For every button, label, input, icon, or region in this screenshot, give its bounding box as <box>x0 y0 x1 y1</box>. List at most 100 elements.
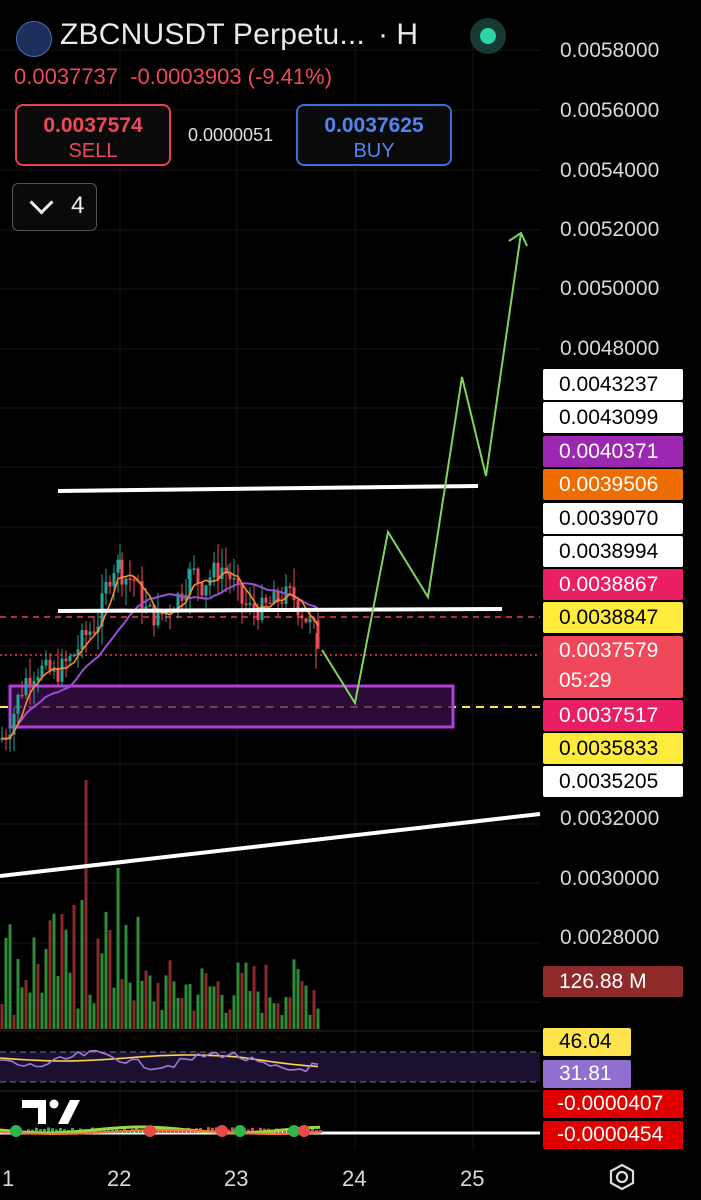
candle-body <box>16 694 20 714</box>
macd-bar <box>163 1129 166 1133</box>
candle-body <box>140 580 144 610</box>
price-label: 0.0038867 <box>543 569 683 600</box>
sell-button[interactable]: 0.0037574 SELL <box>15 104 171 166</box>
price-tick: 0.0058000 <box>560 39 660 62</box>
candle-body <box>148 604 152 607</box>
price-tick: 0.0054000 <box>560 159 660 182</box>
volume-bar <box>304 985 308 1029</box>
candle-body <box>64 658 68 662</box>
volume-bar <box>288 997 292 1029</box>
price-tick: 0.0048000 <box>560 337 660 360</box>
indicators-toggle-button[interactable]: 4 <box>12 183 97 231</box>
volume-bar <box>144 970 148 1029</box>
candle-body <box>280 602 284 604</box>
macd-bar <box>251 1127 254 1133</box>
candle-body <box>196 568 200 583</box>
volume-bar <box>0 1004 4 1029</box>
candle-body <box>96 626 100 633</box>
macd-bar <box>211 1127 214 1133</box>
candle-body <box>12 713 16 735</box>
volume-bar <box>36 963 40 1029</box>
settings-gear-icon[interactable] <box>608 1163 636 1191</box>
volume-bar <box>8 924 12 1029</box>
candle-body <box>308 618 312 623</box>
price-label: 0.0043237 <box>543 369 683 400</box>
time-tick: 22 <box>107 1166 132 1191</box>
volume-bar <box>72 905 76 1029</box>
volume-bar <box>100 953 104 1029</box>
candle-body <box>152 604 156 626</box>
volume-bar <box>4 937 8 1029</box>
volume-bar <box>184 984 188 1029</box>
volume-bar <box>48 920 52 1029</box>
price-label: 0.0038847 <box>543 602 683 633</box>
volume-bar <box>12 1014 16 1029</box>
volume-label: 126.88 M <box>543 966 683 997</box>
macd-bar <box>39 1129 42 1133</box>
volume-bars <box>0 780 320 1029</box>
candle-body <box>124 578 128 585</box>
volume-bar <box>24 980 28 1029</box>
demand-zone-box[interactable] <box>8 684 455 729</box>
macd-bar <box>315 1130 318 1133</box>
volume-bar <box>300 981 304 1029</box>
macd-bar <box>103 1129 106 1133</box>
candle-body <box>272 591 276 604</box>
candle-body <box>188 569 192 595</box>
candle-body <box>108 581 112 587</box>
time-tick: 24 <box>342 1166 367 1191</box>
candle-body <box>112 572 116 587</box>
candle-body <box>120 559 124 585</box>
resistance-line[interactable] <box>57 484 479 493</box>
volume-bar <box>20 987 24 1029</box>
projection-path[interactable] <box>321 232 522 706</box>
volume-bar <box>188 983 192 1029</box>
macd-bar <box>319 1130 322 1133</box>
volume-bar <box>292 959 296 1029</box>
candle-body <box>256 610 260 620</box>
volume-bar <box>308 1014 312 1029</box>
rsi-line <box>0 1049 319 1073</box>
volume-bar <box>200 968 204 1029</box>
macd-bar <box>47 1127 50 1133</box>
price-label: 0.0038994 <box>543 536 683 567</box>
volume-bar <box>40 992 44 1029</box>
candle-body <box>248 603 252 605</box>
candle-body <box>60 658 64 682</box>
macd-bar <box>59 1128 62 1133</box>
volume-bar <box>108 930 112 1029</box>
symbol-title[interactable]: ZBCNUSDT Perpetu... <box>60 18 366 51</box>
price-tick: 0.0030000 <box>560 867 660 890</box>
candle-body <box>216 562 220 580</box>
candle-body <box>220 567 224 580</box>
rsi-band <box>0 1052 540 1082</box>
macd-bar <box>35 1127 38 1133</box>
macd-cross-markers <box>10 1125 310 1137</box>
candle-body <box>200 582 204 596</box>
price-change: -0.0003903 (-9.41%) <box>130 64 333 89</box>
interval-selector[interactable]: · H <box>378 18 418 51</box>
macd-bar <box>207 1127 210 1133</box>
buy-price: 0.0037625 <box>324 114 424 137</box>
candle-body <box>232 577 236 580</box>
volume-bar <box>264 964 268 1029</box>
volume-bar <box>168 960 172 1029</box>
volume-bar <box>160 1010 164 1029</box>
trendline[interactable] <box>0 812 541 878</box>
macd-cross-dot <box>288 1125 300 1137</box>
candle-body <box>20 694 24 697</box>
macd-bar <box>279 1130 282 1133</box>
candle-body <box>304 618 308 623</box>
volume-bar <box>204 973 208 1029</box>
buy-label: BUY <box>353 140 395 162</box>
candle-body <box>296 600 300 616</box>
macd-cross-dot <box>234 1125 246 1137</box>
neckline[interactable] <box>57 607 503 613</box>
buy-button[interactable]: 0.0037625 BUY <box>296 104 452 166</box>
volume-bar <box>84 780 88 1029</box>
volume-bar <box>216 981 220 1029</box>
volume-bar <box>164 975 168 1029</box>
candle-body <box>192 568 196 570</box>
volume-bar <box>232 995 236 1029</box>
